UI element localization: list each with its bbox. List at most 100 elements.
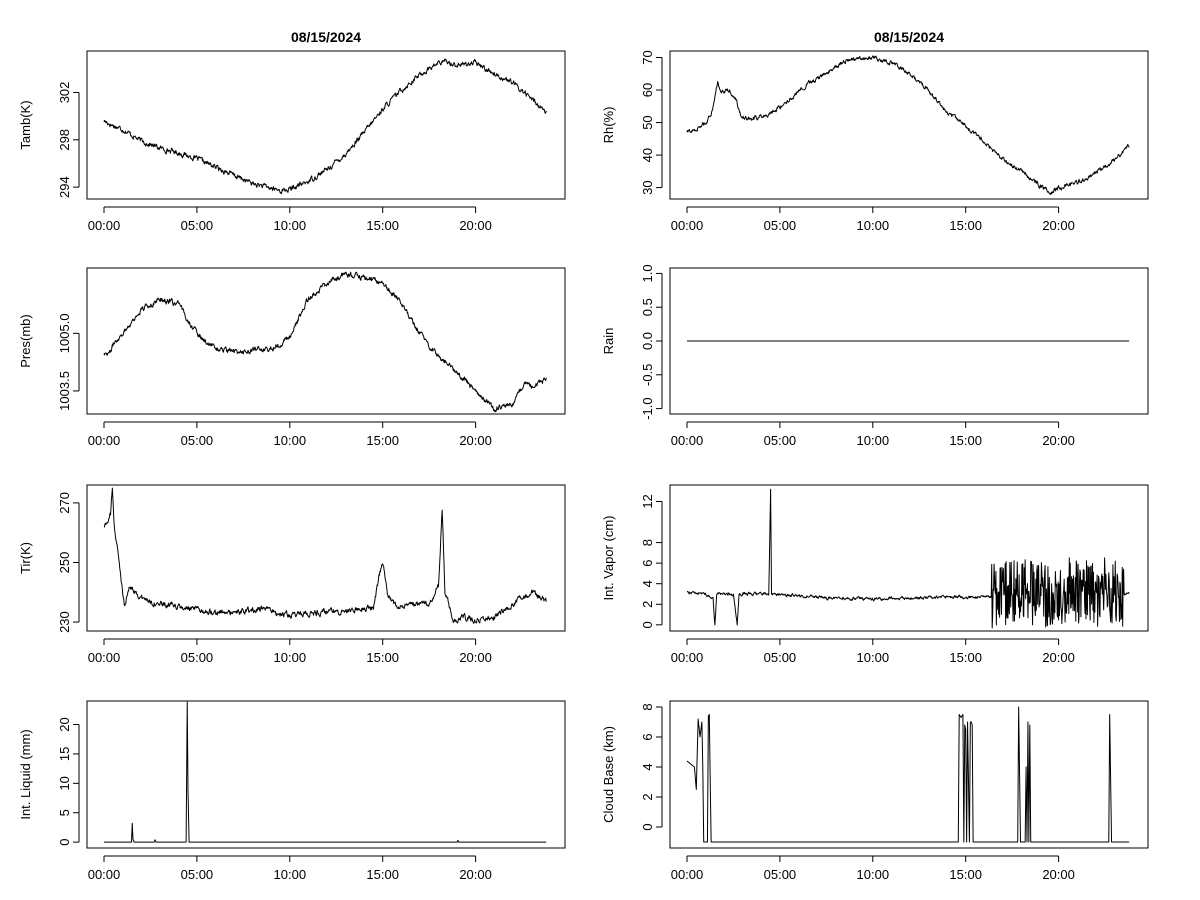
vapor-x-tick-label: 05:00 bbox=[764, 650, 797, 665]
vapor-y-tick-label: 6 bbox=[640, 560, 655, 567]
tir-series-line bbox=[103, 487, 547, 624]
vapor-x-tick-label: 00:00 bbox=[671, 650, 704, 665]
tamb-x-tick-label: 05:00 bbox=[181, 218, 214, 233]
liquid-y-tick-label: 10 bbox=[57, 776, 72, 790]
tamb-x-tick-label: 10:00 bbox=[274, 218, 307, 233]
cloudbase-y-tick-label: 0 bbox=[640, 823, 655, 830]
vapor-y-tick-label: 2 bbox=[640, 601, 655, 608]
tamb-x-tick-label: 15:00 bbox=[366, 218, 399, 233]
rh-series-line bbox=[686, 55, 1130, 195]
rain-x-tick-label: 05:00 bbox=[764, 433, 797, 448]
vapor-x-tick-label: 20:00 bbox=[1042, 650, 1075, 665]
rain-x-tick-label: 20:00 bbox=[1042, 433, 1075, 448]
liquid-x-tick-label: 00:00 bbox=[88, 867, 121, 882]
rh-y-tick-label: 70 bbox=[640, 50, 655, 64]
tamb-x-tick-label: 00:00 bbox=[88, 218, 121, 233]
vapor-y-tick-label: 12 bbox=[640, 494, 655, 508]
rain-y-tick-label: 0.0 bbox=[640, 332, 655, 350]
cloudbase-y-tick-label: 8 bbox=[640, 703, 655, 710]
cloudbase-x-tick-label: 20:00 bbox=[1042, 867, 1075, 882]
vapor-y-tick-label: 0 bbox=[640, 621, 655, 628]
panel-tamb: 08/15/2024 00:00 05:00 10:00 15:00 20:00 294 29… bbox=[18, 29, 566, 233]
tamb-title: 08/15/2024 bbox=[291, 29, 361, 45]
tamb-plot-frame bbox=[86, 50, 566, 200]
vapor-plot-frame bbox=[669, 484, 1149, 632]
tir-y-axis-title: Tir(K) bbox=[18, 542, 33, 574]
vapor-x-tick-label: 15:00 bbox=[949, 650, 982, 665]
tamb-y-tick-label: 302 bbox=[57, 82, 72, 104]
liquid-x-tick-label: 10:00 bbox=[274, 867, 307, 882]
liquid-y-axis-title: Int. Liquid (mm) bbox=[18, 729, 33, 819]
panel-cloudbase: 00:00 05:00 10:00 15:00 20:00 0 2 4 6 8 Cloud Base… bbox=[601, 700, 1149, 882]
pres-y-axis-title: Pres(mb) bbox=[18, 314, 33, 367]
cloudbase-x-tick-label: 15:00 bbox=[949, 867, 982, 882]
rain-y-tick-label: -0.5 bbox=[640, 364, 655, 386]
pres-x-tick-label: 20:00 bbox=[459, 433, 492, 448]
cloudbase-y-tick-label: 4 bbox=[640, 763, 655, 770]
pres-y-tick-label: 1003.5 bbox=[57, 371, 72, 411]
rh-x-tick-label: 15:00 bbox=[949, 218, 982, 233]
cloudbase-y-tick-label: 6 bbox=[640, 733, 655, 740]
liquid-x-tick-label: 05:00 bbox=[181, 867, 214, 882]
cloudbase-x-tick-label: 00:00 bbox=[671, 867, 704, 882]
rain-x-tick-label: 00:00 bbox=[671, 433, 704, 448]
vapor-series-line bbox=[686, 488, 1130, 629]
pres-y-tick-label: 1005.0 bbox=[57, 313, 72, 353]
rh-x-tick-label: 05:00 bbox=[764, 218, 797, 233]
rh-y-tick-label: 50 bbox=[640, 115, 655, 129]
tir-x-tick-label: 15:00 bbox=[366, 650, 399, 665]
rh-y-axis-title: Rh(%) bbox=[601, 107, 616, 144]
pres-x-tick-label: 15:00 bbox=[366, 433, 399, 448]
cloudbase-y-axis-title: Cloud Base (km) bbox=[601, 726, 616, 823]
tamb-x-tick-label: 20:00 bbox=[459, 218, 492, 233]
pres-x-tick-label: 00:00 bbox=[88, 433, 121, 448]
vapor-y-tick-label: 8 bbox=[640, 539, 655, 546]
rain-y-tick-label: -1.0 bbox=[640, 397, 655, 419]
panel-vapor: 00:00 05:00 10:00 15:00 20:00 0 2 4 6 8 12 Int. Vap… bbox=[601, 484, 1149, 665]
rh-title: 08/15/2024 bbox=[874, 29, 944, 45]
vapor-y-tick-label: 4 bbox=[640, 580, 655, 587]
rh-x-tick-label: 20:00 bbox=[1042, 218, 1075, 233]
tir-y-tick-label: 230 bbox=[57, 611, 72, 633]
vapor-y-axis-title: Int. Vapor (cm) bbox=[601, 515, 616, 600]
cloudbase-series-line bbox=[686, 706, 1130, 843]
tamb-y-tick-label: 294 bbox=[57, 176, 72, 198]
rh-y-tick-label: 30 bbox=[640, 180, 655, 194]
pres-plot-frame bbox=[86, 267, 566, 415]
liquid-x-tick-label: 20:00 bbox=[459, 867, 492, 882]
tir-x-tick-label: 00:00 bbox=[88, 650, 121, 665]
panel-rh: 08/15/2024 00:00 05:00 10:00 15:00 20:00 30 40 5… bbox=[601, 29, 1149, 233]
tir-y-tick-label: 250 bbox=[57, 552, 72, 574]
liquid-series-line bbox=[104, 701, 547, 843]
tamb-y-axis-title: Tamb(K) bbox=[18, 100, 33, 149]
rh-x-tick-label: 10:00 bbox=[857, 218, 890, 233]
tir-plot-frame bbox=[86, 484, 566, 632]
liquid-y-tick-label: 0 bbox=[57, 839, 72, 846]
liquid-y-tick-label: 5 bbox=[57, 809, 72, 816]
tir-x-tick-label: 20:00 bbox=[459, 650, 492, 665]
rh-x-tick-label: 00:00 bbox=[671, 218, 704, 233]
panel-rain: 00:00 05:00 10:00 15:00 20:00 -1.0 -0.5 0.0 0.5 1… bbox=[601, 264, 1149, 448]
tamb-series-line bbox=[103, 58, 547, 195]
rh-y-tick-label: 60 bbox=[640, 83, 655, 97]
pres-series-line bbox=[103, 271, 547, 413]
pres-x-tick-label: 10:00 bbox=[274, 433, 307, 448]
rain-y-tick-label: 0.5 bbox=[640, 298, 655, 316]
rain-y-axis-title: Rain bbox=[601, 328, 616, 355]
liquid-y-tick-label: 15 bbox=[57, 747, 72, 761]
cloudbase-x-tick-label: 05:00 bbox=[764, 867, 797, 882]
panel-liquid: 00:00 05:00 10:00 15:00 20:00 0 5 10 15 20 Int. Li… bbox=[18, 700, 566, 882]
rh-plot-frame bbox=[669, 50, 1149, 200]
rain-x-tick-label: 15:00 bbox=[949, 433, 982, 448]
rain-x-tick-label: 10:00 bbox=[857, 433, 890, 448]
tir-x-tick-label: 10:00 bbox=[274, 650, 307, 665]
panel-tir: 00:00 05:00 10:00 15:00 20:00 230 250 270 Tir(K) bbox=[18, 484, 566, 665]
cloudbase-x-tick-label: 10:00 bbox=[857, 867, 890, 882]
cloudbase-y-tick-label: 2 bbox=[640, 793, 655, 800]
pres-x-tick-label: 05:00 bbox=[181, 433, 214, 448]
tir-y-tick-label: 270 bbox=[57, 492, 72, 514]
liquid-y-tick-label: 20 bbox=[57, 717, 72, 731]
cloudbase-plot-frame bbox=[669, 700, 1149, 849]
liquid-plot-frame bbox=[86, 700, 566, 849]
